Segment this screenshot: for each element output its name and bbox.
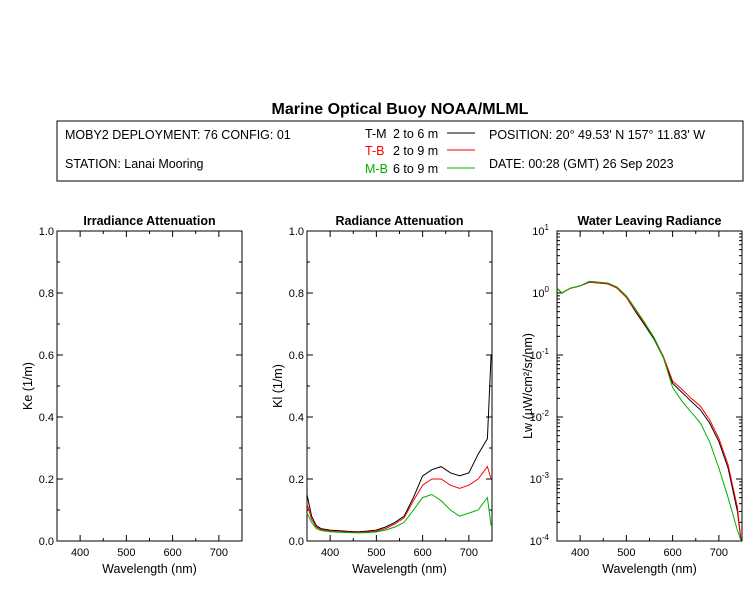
- x-tick-label: 500: [367, 547, 385, 559]
- x-tick-label: 600: [413, 547, 431, 559]
- y-tick-label: 0.2: [289, 474, 304, 486]
- y-tick-label: 101: [532, 223, 549, 238]
- plot-frame: [556, 230, 743, 542]
- y-tick-label: 0.6: [39, 350, 54, 362]
- legend-code-t-b: T-B: [365, 144, 384, 158]
- x-tick-label: 400: [321, 547, 339, 559]
- date-label: DATE: 00:28 (GMT) 26 Sep 2023: [489, 157, 674, 171]
- y-tick-label: 10-1: [530, 347, 550, 362]
- y-tick-label: 0.8: [289, 288, 304, 300]
- series-line-m: [556, 281, 742, 542]
- legend-code-t-m: T-M: [365, 127, 387, 141]
- plot-frame: [56, 230, 243, 542]
- y-tick-label: 0.4: [39, 412, 54, 424]
- plots: Irradiance Attenuation 400 500 600 700 0.0 0.2…: [21, 214, 743, 576]
- x-tick-label: 700: [460, 547, 478, 559]
- deployment-label: MOBY2 DEPLOYMENT: 76 CONFIG: 01: [65, 128, 291, 142]
- x-tick-label: 700: [210, 547, 228, 559]
- x-axis-label: Wavelength (nm): [602, 562, 697, 576]
- legend-range-t-m: 2 to 6 m: [393, 127, 438, 141]
- y-axis-label: Kl (1/m): [271, 364, 285, 408]
- y-axis-label: Ke (1/m): [21, 362, 35, 410]
- y-tick-label: 10-4: [530, 533, 550, 548]
- series-line-b: [556, 280, 742, 542]
- position-label: POSITION: 20° 49.53' N 157° 11.83' W: [489, 128, 705, 142]
- series-line-t: [556, 281, 742, 542]
- legend-code-m-b: M-B: [365, 162, 388, 176]
- legend-range-m-b: 6 to 9 m: [393, 162, 438, 176]
- x-axis-label: Wavelength (nm): [102, 562, 197, 576]
- x-tick-label: 600: [663, 547, 681, 559]
- y-tick-label: 100: [532, 285, 549, 300]
- y-tick-label: 0.6: [289, 350, 304, 362]
- station-label: STATION: Lanai Mooring: [65, 157, 204, 171]
- y-tick-label: 0.2: [39, 474, 54, 486]
- y-tick-label: 1.0: [289, 226, 304, 238]
- x-tick-label: 400: [571, 547, 589, 559]
- y-tick-label: 0.0: [39, 536, 54, 548]
- x-tick-label: 500: [117, 547, 135, 559]
- y-axis-label: Lw (µW/cm²/sr/nm): [521, 333, 535, 439]
- x-tick-label: 600: [163, 547, 181, 559]
- chart-title: Radiance Attenuation: [335, 214, 463, 228]
- y-tick-label: 0.4: [289, 412, 304, 424]
- chart-title: Water Leaving Radiance: [577, 214, 721, 228]
- series-line-t-m: [306, 354, 492, 533]
- chart-3: Water Leaving Radiance 400 500 600 700 101 100…: [521, 214, 743, 576]
- chart-2: Radiance Attenuation 400 500 600 700 0.0 0.2 0.…: [271, 214, 493, 576]
- chart-title: Irradiance Attenuation: [83, 214, 215, 228]
- x-tick-label: 400: [71, 547, 89, 559]
- legend-range-t-b: 2 to 9 m: [393, 144, 438, 158]
- series-line-t-b: [306, 465, 492, 533]
- series-line-m-b: [306, 493, 492, 534]
- y-tick-label: 0.0: [289, 536, 304, 548]
- y-tick-label: 0.8: [39, 288, 54, 300]
- figure-title: Marine Optical Buoy NOAA/MLML: [272, 101, 529, 118]
- x-axis-label: Wavelength (nm): [352, 562, 447, 576]
- chart-1: Irradiance Attenuation 400 500 600 700 0.0 0.2…: [21, 214, 243, 576]
- x-tick-label: 500: [617, 547, 635, 559]
- header-box: MOBY2 DEPLOYMENT: 76 CONFIG: 01 STATION:…: [56, 120, 744, 182]
- y-tick-label: 10-3: [530, 471, 550, 486]
- y-tick-label: 1.0: [39, 226, 54, 238]
- y-tick-label: 10-2: [530, 409, 550, 424]
- plot-frame: [306, 230, 493, 542]
- header-legend: T-M 2 to 6 m T-B 2 to 9 m M-B 6 to 9 m: [365, 127, 475, 176]
- x-tick-label: 700: [710, 547, 728, 559]
